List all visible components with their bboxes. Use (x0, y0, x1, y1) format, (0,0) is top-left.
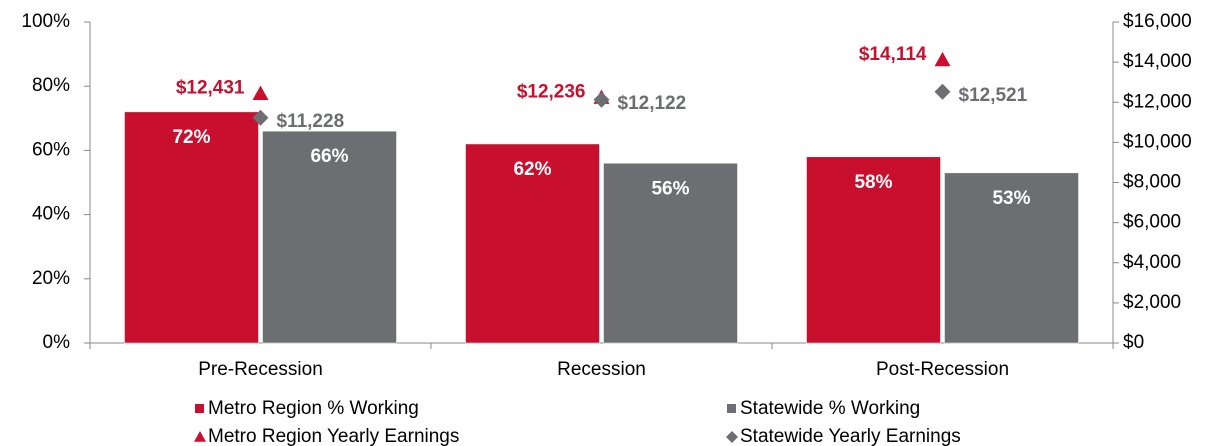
y-tick-label: 80% (32, 75, 70, 96)
marker-value-label: $12,431 (176, 78, 245, 99)
bar-value-label: 62% (513, 159, 551, 180)
y2-tick-label: $0 (1123, 332, 1144, 353)
marker (934, 83, 951, 100)
y-tick-label: 100% (21, 11, 70, 32)
legend-marker (195, 404, 204, 413)
y2-tick-label: $4,000 (1123, 252, 1181, 273)
marker (252, 85, 269, 101)
legend-label: Metro Region Yearly Earnings (208, 426, 459, 446)
marker-value-label: $11,228 (277, 111, 345, 132)
bar-value-label: 53% (992, 188, 1030, 209)
y-tick-label: 20% (32, 268, 70, 289)
y-tick-label: 60% (32, 139, 70, 160)
x-tick-label: Post-Recession (876, 359, 1009, 380)
y2-tick-label: $12,000 (1123, 91, 1192, 112)
marker (934, 51, 951, 67)
legend-label: Metro Region % Working (208, 398, 419, 419)
marker-value-label: $12,236 (517, 82, 586, 103)
bar (603, 162, 738, 344)
y-tick-label: 40% (32, 204, 70, 225)
y2-tick-label: $2,000 (1123, 292, 1181, 313)
marker (252, 109, 269, 126)
marker-value-label: $14,114 (859, 44, 927, 65)
marker-value-label: $12,521 (959, 85, 1028, 106)
x-tick-label: Recession (557, 359, 646, 380)
bar-value-label: 72% (172, 127, 210, 148)
bar (262, 130, 397, 344)
y2-tick-label: $16,000 (1123, 11, 1192, 32)
x-tick-label: Pre-Recession (198, 359, 323, 380)
y2-tick-label: $10,000 (1123, 131, 1192, 152)
bar (124, 111, 259, 344)
bar (806, 156, 941, 344)
legend-marker (726, 431, 738, 443)
bar-value-label: 56% (651, 178, 689, 199)
bar-value-label: 58% (854, 172, 892, 193)
legend-label: Statewide % Working (740, 398, 920, 419)
bar-value-label: 66% (310, 146, 348, 167)
y2-tick-label: $14,000 (1123, 51, 1192, 72)
marker-value-label: $12,122 (618, 93, 687, 114)
bar (944, 172, 1079, 344)
y2-tick-label: $8,000 (1123, 172, 1181, 193)
legend-marker (727, 404, 736, 413)
y-tick-label: 0% (43, 332, 71, 353)
legend-marker (194, 431, 206, 442)
y2-tick-label: $6,000 (1123, 212, 1181, 233)
marker (593, 91, 610, 108)
legend-label: Statewide Yearly Earnings (740, 426, 961, 446)
bar (465, 143, 600, 344)
